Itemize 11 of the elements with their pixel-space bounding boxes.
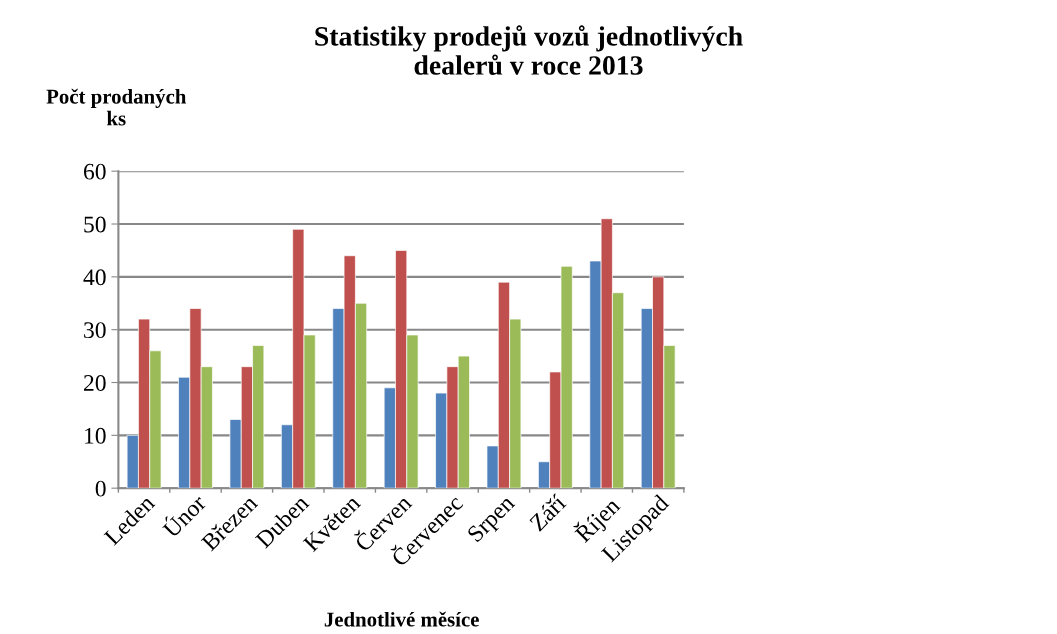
- chart-title: Statistiky prodejů vozů jednotlivých dealerů v roce 2013: [315, 25, 743, 75]
- y-axis-title: Počt prodaných ks: [46, 88, 187, 126]
- x-axis-title: Jednotlivé měsíce: [324, 611, 479, 627]
- y-tick-label: 40: [83, 269, 106, 286]
- y-tick-label: 50: [84, 216, 106, 233]
- y-tick-label: 10: [85, 427, 106, 444]
- y-tick-label: 0: [95, 480, 106, 497]
- y-tick-label: 30: [84, 322, 106, 339]
- y-tick-label: 20: [84, 375, 106, 391]
- y-tick-label: 60: [83, 163, 106, 180]
- x-tick-label: Září: [528, 493, 567, 532]
